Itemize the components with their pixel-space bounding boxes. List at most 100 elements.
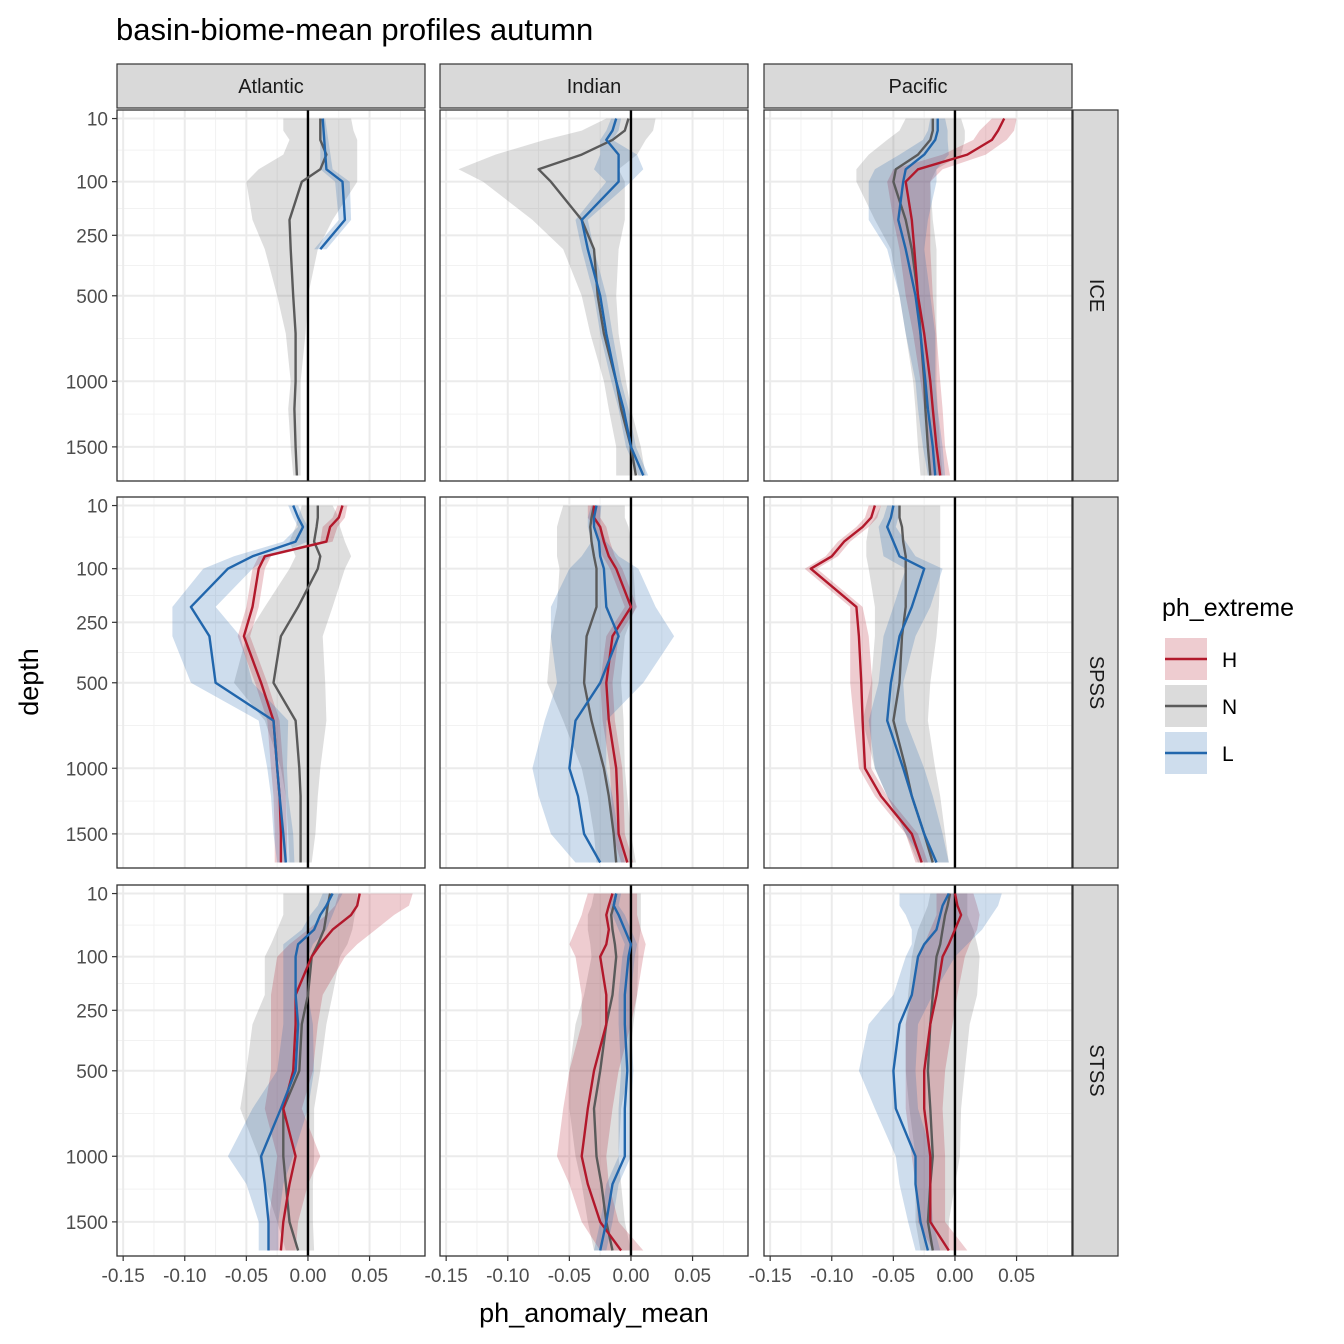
row-strip-label: ICE bbox=[1085, 279, 1107, 312]
ribbon-L bbox=[314, 118, 352, 250]
ribbon-H bbox=[887, 118, 1017, 476]
y-tick-label: 100 bbox=[76, 948, 108, 969]
column-strip-label: Indian bbox=[567, 76, 622, 98]
legend-title: ph_extreme bbox=[1162, 594, 1294, 622]
y-tick-label: 10 bbox=[87, 497, 108, 518]
panel-atlantic-spss bbox=[116, 496, 426, 869]
ribbon-N bbox=[905, 893, 980, 1251]
row-strip: STSS bbox=[1072, 884, 1119, 1257]
x-tick-label: 0.05 bbox=[674, 1266, 711, 1287]
panel-border bbox=[439, 884, 749, 1257]
ribbon-H bbox=[587, 505, 638, 863]
y-tick-label: 10 bbox=[87, 110, 108, 131]
ribbon-N bbox=[234, 505, 352, 863]
series-line-N bbox=[282, 893, 332, 1251]
legend-item-N: N bbox=[1165, 685, 1237, 727]
x-tick-label: -0.10 bbox=[486, 1266, 529, 1287]
x-axis-label: ph_anomaly_mean bbox=[479, 1298, 709, 1328]
panel-atlantic-stss bbox=[116, 884, 426, 1257]
x-tick-label: -0.05 bbox=[225, 1266, 268, 1287]
ribbon-L bbox=[868, 505, 949, 863]
y-axis: 10 100 250 500 1000 1500 bbox=[66, 497, 117, 846]
y-tick-label: 100 bbox=[76, 560, 108, 581]
series-line-H bbox=[904, 117, 1006, 476]
strip-background bbox=[439, 63, 749, 109]
x-tick-label: 0.00 bbox=[612, 1266, 649, 1287]
series-line-L bbox=[897, 118, 939, 476]
series-line-N bbox=[272, 505, 322, 863]
y-tick-label: 500 bbox=[76, 674, 108, 695]
panel-pacific-stss bbox=[763, 884, 1073, 1257]
column-strip: Indian bbox=[439, 63, 749, 109]
strip-background bbox=[116, 63, 426, 109]
row-strip-label: SPSS bbox=[1085, 656, 1107, 709]
x-axis: -0.15 -0.10 -0.05 0.00 0.05 bbox=[102, 1256, 388, 1287]
panel-pacific-spss bbox=[763, 496, 1073, 869]
strip-background bbox=[763, 63, 1073, 109]
series-line-L bbox=[886, 505, 938, 863]
ribbon-L bbox=[868, 118, 949, 476]
x-tick-label: -0.15 bbox=[425, 1266, 468, 1287]
y-tick-label: 500 bbox=[76, 1062, 108, 1083]
y-tick-label: 250 bbox=[76, 226, 108, 247]
strip-background bbox=[1072, 109, 1119, 482]
x-tick-label: -0.10 bbox=[163, 1266, 206, 1287]
panel-indian-stss bbox=[439, 884, 749, 1257]
panel-border bbox=[763, 496, 1073, 869]
series-line-N bbox=[592, 893, 618, 1251]
x-axis: -0.15 -0.10 -0.05 0.00 0.05 bbox=[425, 1256, 711, 1287]
x-tick-label: 0.05 bbox=[351, 1266, 388, 1287]
y-tick-label: 1500 bbox=[66, 1213, 108, 1234]
panel-atlantic-ice bbox=[116, 109, 426, 482]
series-line-L bbox=[189, 505, 305, 863]
ribbon-N bbox=[547, 505, 636, 863]
y-tick-label: 1000 bbox=[66, 759, 108, 780]
y-tick-label: 1500 bbox=[66, 825, 108, 846]
series-line-N bbox=[288, 118, 328, 476]
panel-indian-ice bbox=[439, 109, 749, 482]
column-strip-label: Pacific bbox=[889, 76, 948, 98]
ribbon-N bbox=[246, 118, 358, 476]
facet-grid: Atlantic Indian Pacific ICE SPSS STSS 10 100 250… bbox=[66, 63, 1119, 1287]
panel-border bbox=[439, 109, 749, 482]
column-strip-label: Atlantic bbox=[238, 76, 304, 98]
legend-item-label: N bbox=[1222, 696, 1237, 719]
strip-background bbox=[1072, 884, 1119, 1257]
x-tick-label: -0.05 bbox=[548, 1266, 591, 1287]
chart-title: basin-biome-mean profiles autumn bbox=[116, 12, 593, 47]
y-axis-label: depth bbox=[14, 648, 44, 716]
y-tick-label: 1000 bbox=[66, 1147, 108, 1168]
series-line-H bbox=[279, 893, 361, 1251]
x-tick-label: 0.00 bbox=[936, 1266, 973, 1287]
series-line-L bbox=[892, 892, 950, 1251]
ribbon-L bbox=[172, 505, 308, 863]
series-line-H bbox=[923, 893, 963, 1252]
x-tick-label: -0.10 bbox=[810, 1266, 853, 1287]
ribbon-L bbox=[227, 893, 343, 1251]
x-tick-label: 0.05 bbox=[998, 1266, 1035, 1287]
series-line-N bbox=[892, 118, 934, 476]
y-tick-label: 1000 bbox=[66, 372, 108, 393]
ribbon-H bbox=[237, 505, 348, 863]
legend-item-H: H bbox=[1165, 638, 1237, 680]
y-tick-label: 100 bbox=[76, 173, 108, 194]
row-strip: SPSS bbox=[1072, 496, 1119, 869]
y-axis: 10 100 250 500 1000 1500 bbox=[66, 110, 117, 459]
x-tick-label: -0.05 bbox=[872, 1266, 915, 1287]
row-strip-label: STSS bbox=[1085, 1044, 1107, 1096]
series-line-N bbox=[582, 505, 618, 863]
ribbon-N bbox=[458, 118, 656, 476]
panel-indian-spss bbox=[439, 496, 749, 869]
ribbon-H bbox=[557, 893, 646, 1251]
y-axis: 10 100 250 500 1000 1500 bbox=[66, 885, 117, 1234]
x-tick-label: -0.15 bbox=[749, 1266, 792, 1287]
y-tick-label: 500 bbox=[76, 287, 108, 308]
x-axis: -0.15 -0.10 -0.05 0.00 0.05 bbox=[749, 1256, 1035, 1287]
ribbon-N bbox=[862, 505, 949, 863]
legend-item-label: L bbox=[1222, 743, 1234, 766]
legend-item-label: H bbox=[1222, 649, 1237, 672]
series-line-L bbox=[259, 892, 334, 1251]
ribbon-H bbox=[905, 893, 980, 1251]
series-line-L bbox=[319, 118, 347, 250]
